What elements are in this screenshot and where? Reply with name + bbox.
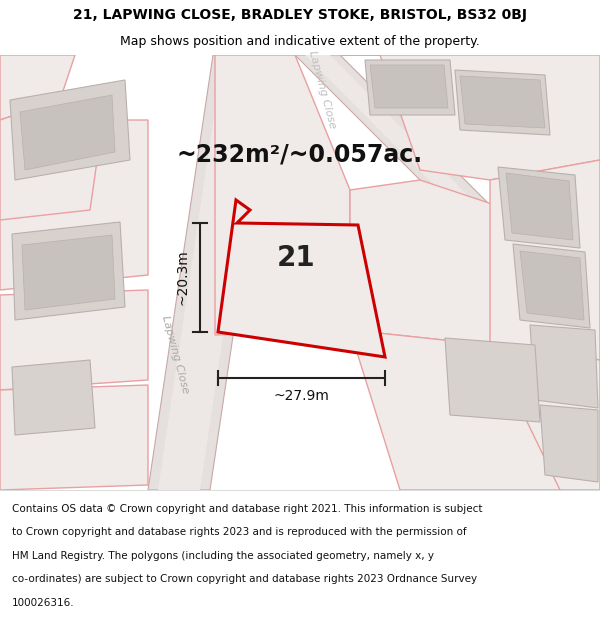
Polygon shape [0,55,75,120]
Text: Contains OS data © Crown copyright and database right 2021. This information is : Contains OS data © Crown copyright and d… [12,504,482,514]
Polygon shape [490,160,600,360]
Polygon shape [148,55,275,490]
Polygon shape [0,100,100,220]
Text: 100026316.: 100026316. [12,598,74,608]
Polygon shape [445,338,540,422]
Polygon shape [12,222,125,320]
Text: Map shows position and indicative extent of the property.: Map shows position and indicative extent… [120,35,480,48]
Polygon shape [0,385,148,490]
Text: co-ordinates) are subject to Crown copyright and database rights 2023 Ordnance S: co-ordinates) are subject to Crown copyr… [12,574,477,584]
Polygon shape [10,80,130,180]
Polygon shape [340,55,600,180]
Polygon shape [305,55,590,327]
Text: Lapwing Close: Lapwing Close [160,315,190,395]
Polygon shape [365,60,455,115]
Text: ~27.9m: ~27.9m [274,389,329,403]
Polygon shape [0,290,148,390]
Text: 21: 21 [277,244,315,272]
Text: 21, LAPWING CLOSE, BRADLEY STOKE, BRISTOL, BS32 0BJ: 21, LAPWING CLOSE, BRADLEY STOKE, BRISTO… [73,8,527,22]
Polygon shape [0,120,148,290]
Polygon shape [12,360,95,435]
Polygon shape [215,55,350,335]
Polygon shape [460,76,545,128]
Polygon shape [218,200,385,357]
Polygon shape [490,345,600,490]
Polygon shape [22,235,115,310]
Polygon shape [350,330,560,490]
Polygon shape [158,55,265,490]
Text: to Crown copyright and database rights 2023 and is reproduced with the permissio: to Crown copyright and database rights 2… [12,527,467,537]
Polygon shape [513,244,590,328]
Polygon shape [506,173,573,240]
Text: HM Land Registry. The polygons (including the associated geometry, namely x, y: HM Land Registry. The polygons (includin… [12,551,434,561]
Text: ~20.3m: ~20.3m [175,249,189,306]
Polygon shape [20,95,115,170]
Polygon shape [350,180,510,345]
Text: ~232m²/~0.057ac.: ~232m²/~0.057ac. [177,143,423,167]
Polygon shape [530,325,598,408]
Polygon shape [540,405,598,482]
Polygon shape [455,70,550,135]
Polygon shape [498,167,580,248]
Text: Lapwing Close: Lapwing Close [307,50,337,130]
Polygon shape [520,251,584,320]
Polygon shape [295,55,600,330]
Polygon shape [370,65,448,108]
